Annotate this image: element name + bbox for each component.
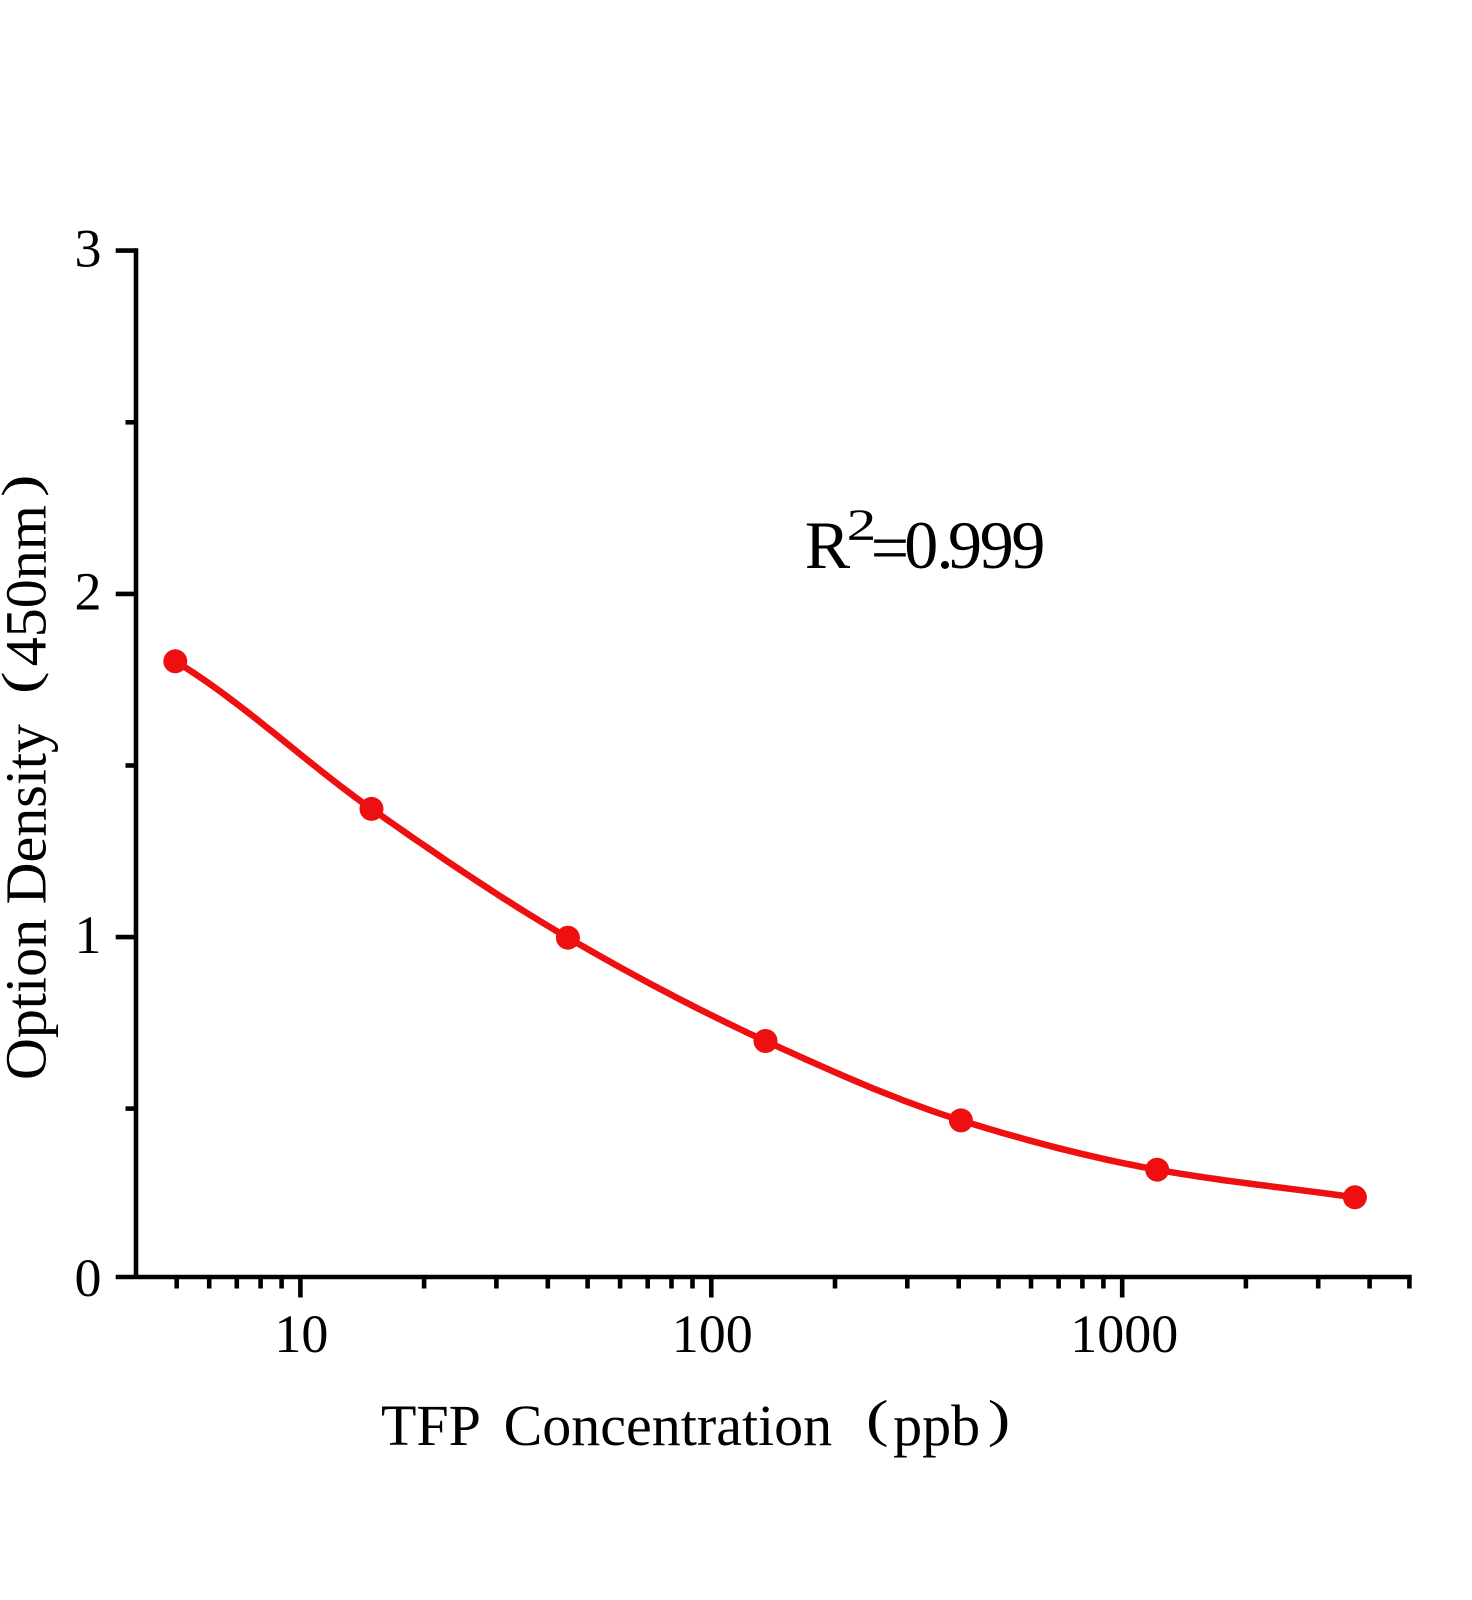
svg-text:450nm: 450nm [0, 505, 59, 666]
svg-text:1000: 1000 [1070, 1304, 1178, 1364]
svg-text:10: 10 [274, 1304, 328, 1364]
svg-text:): ) [0, 474, 50, 497]
svg-text:1: 1 [75, 905, 102, 965]
svg-text:100: 100 [672, 1304, 753, 1364]
svg-text:): ) [988, 1390, 1011, 1448]
svg-text:Concentration: Concentration [504, 1393, 833, 1458]
svg-text:=: = [871, 510, 909, 586]
svg-text:(: ( [866, 1390, 889, 1448]
svg-text:ppb: ppb [893, 1393, 980, 1458]
svg-text:R: R [805, 507, 851, 583]
svg-text:3: 3 [75, 218, 102, 278]
svg-text:2: 2 [75, 562, 102, 622]
svg-text:0.999: 0.999 [904, 507, 1045, 583]
svg-text:Option Density: Option Density [0, 724, 59, 1080]
svg-text:2: 2 [847, 501, 877, 550]
svg-text:TFP: TFP [381, 1393, 481, 1458]
svg-text:(: ( [0, 671, 50, 694]
svg-text:0: 0 [75, 1248, 102, 1308]
